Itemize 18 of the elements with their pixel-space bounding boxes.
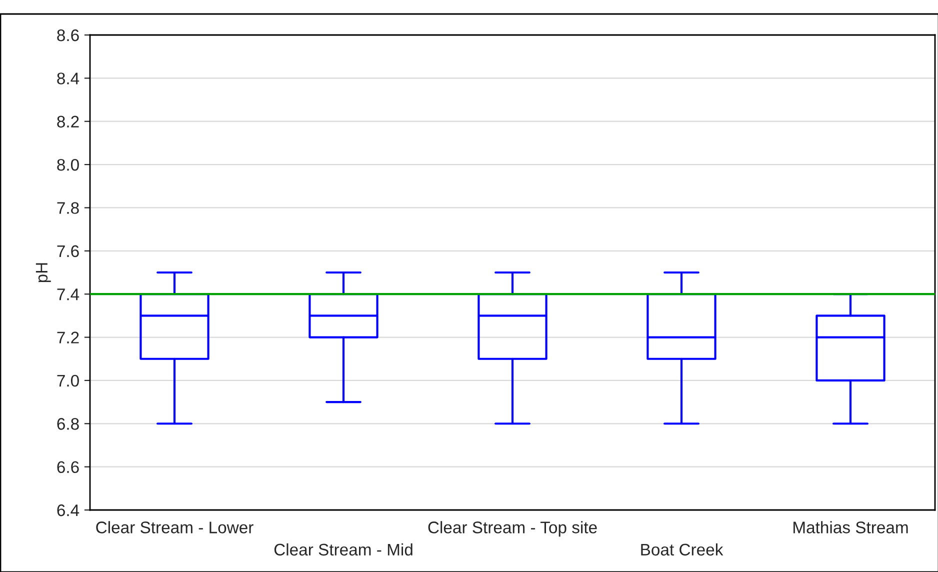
y-tick-label: 8.2 <box>57 116 79 128</box>
y-tick-label: 6.8 <box>57 418 79 430</box>
x-tick-label: Boat Creek <box>641 543 724 556</box>
x-tick-label: Clear Stream - Top site <box>428 521 597 537</box>
x-tick-label: Mathias Stream <box>794 521 908 534</box>
y-tick-label: 7.0 <box>57 374 79 387</box>
y-tick-label: 6.6 <box>57 461 79 474</box>
y-tick-label: 7.8 <box>57 202 79 214</box>
y-tick-label: 7.6 <box>57 245 79 258</box>
y-tick-label: 8.0 <box>57 158 79 171</box>
x-tick-label: Clear Stream - Lower <box>96 521 254 534</box>
y-tick-label: 7.4 <box>57 288 80 300</box>
y-tick-label: 7.2 <box>57 332 79 344</box>
y-tick-label: 6.4 <box>57 504 80 516</box>
x-tick-label: Clear Stream - Mid <box>274 543 412 556</box>
y-axis-title: pH <box>36 263 51 282</box>
y-tick-label: 8.4 <box>57 72 80 84</box>
y-tick-label: 8.6 <box>57 29 79 42</box>
